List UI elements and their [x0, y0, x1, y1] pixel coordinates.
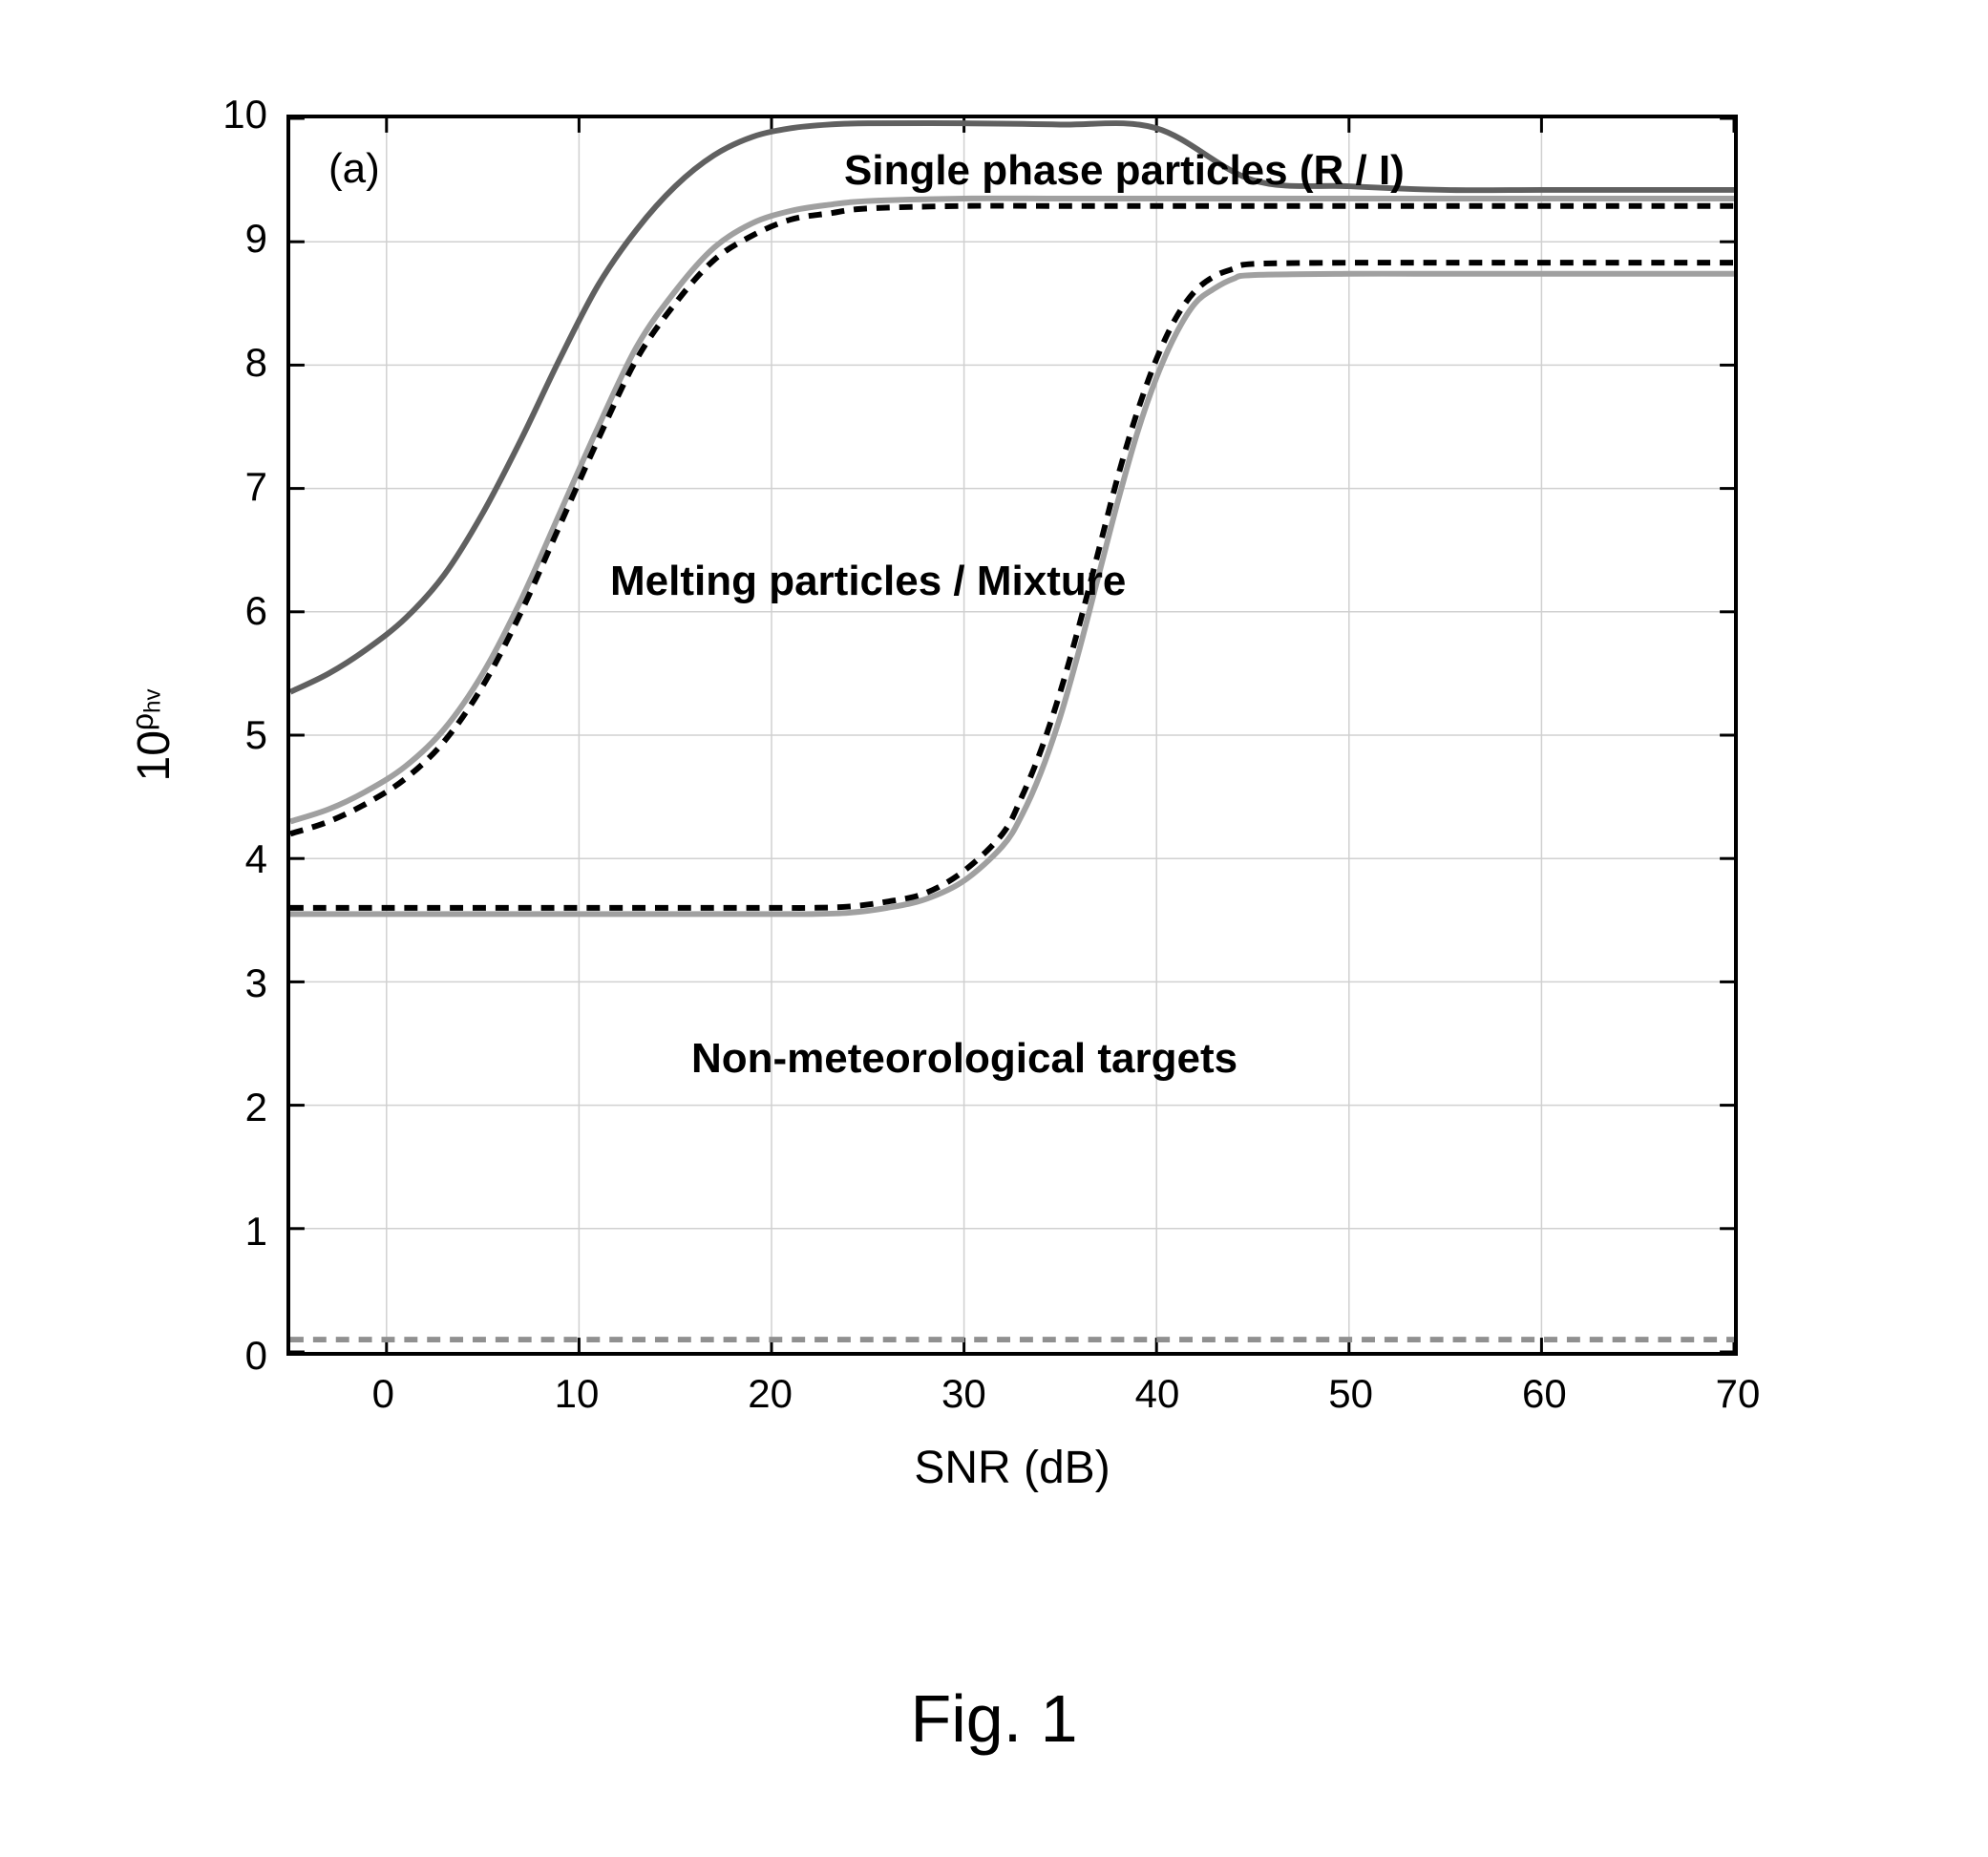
- y-tick-label: 6: [172, 588, 267, 634]
- y-tick-label: 3: [172, 960, 267, 1006]
- x-tick-label: 20: [748, 1371, 793, 1417]
- curve-mid-dashed: [290, 206, 1734, 834]
- x-tick-label: 50: [1328, 1371, 1373, 1417]
- y-tick-label: 9: [172, 216, 267, 262]
- x-tick-label: 0: [372, 1371, 394, 1417]
- x-tick-label: 60: [1522, 1371, 1567, 1417]
- y-axis-label: 10ρhv: [125, 689, 180, 782]
- region-label-melting: Melting particles / Mixture: [610, 558, 1126, 605]
- x-tick-label: 10: [555, 1371, 600, 1417]
- x-tick-label: 30: [941, 1371, 986, 1417]
- x-tick-label: 40: [1135, 1371, 1180, 1417]
- y-tick-label: 4: [172, 836, 267, 882]
- region-label-single-phase: Single phase particles (R / I): [844, 147, 1405, 195]
- y-tick-label: 8: [172, 340, 267, 386]
- y-tick-label: 0: [172, 1333, 267, 1379]
- y-tick-label: 10: [172, 92, 267, 137]
- y-tick-label: 5: [172, 712, 267, 758]
- region-label-nonmet: Non-meteorological targets: [691, 1035, 1237, 1083]
- figure-caption: Fig. 1: [910, 1680, 1077, 1757]
- page: (a) Single phase particles (R / I) Melti…: [0, 0, 1988, 1857]
- curve-mid-solid: [290, 199, 1734, 822]
- plot-area: (a) Single phase particles (R / I) Melti…: [286, 115, 1738, 1356]
- y-tick-label: 1: [172, 1209, 267, 1255]
- y-tick-label: 7: [172, 464, 267, 510]
- panel-label: (a): [328, 145, 380, 193]
- x-tick-label: 70: [1716, 1371, 1761, 1417]
- grid: [290, 118, 1734, 1352]
- y-tick-label: 2: [172, 1085, 267, 1130]
- chart-svg: [290, 118, 1734, 1352]
- x-axis-label: SNR (dB): [914, 1442, 1110, 1494]
